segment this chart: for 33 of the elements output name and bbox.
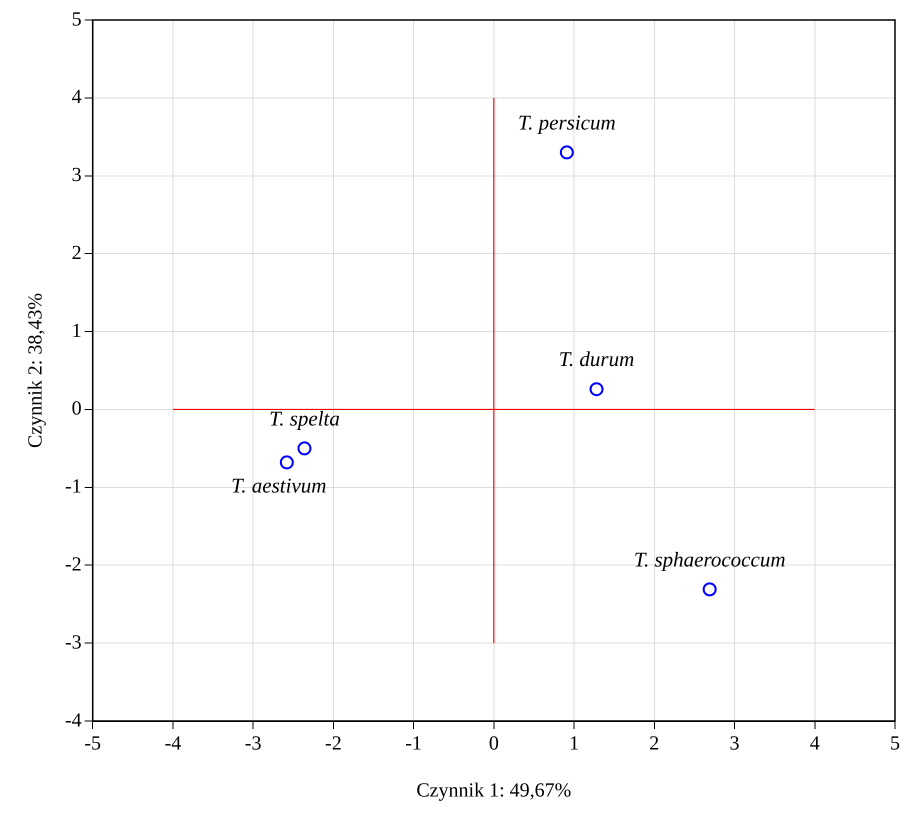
point [297,441,312,456]
y-tick-label: 0 [72,398,82,420]
point [280,455,294,470]
annotation: T. persicum [518,110,616,134]
x-tick-label: 3 [730,732,740,754]
point [560,145,574,160]
y-tick-label: 4 [72,86,82,108]
y-tick-label: 5 [72,8,82,30]
x-tick-label: 5 [890,732,900,754]
y-tick-label: -4 [64,709,82,732]
y-tick-label: -3 [64,631,82,654]
point [590,382,604,396]
x-tick-label: 1 [569,732,580,754]
y-tick-label: -1 [64,476,82,498]
annotation: T. durum [558,347,634,372]
point [702,582,717,596]
annotation: T. spelta [269,406,340,430]
x-tick-label: -2 [325,732,342,754]
x-axis-title: Czynnik 1: 49,67% [416,779,572,802]
x-tick-label: -5 [84,732,101,754]
x-tick-label: 4 [810,732,820,754]
y-tick-label: 1 [72,320,82,342]
x-tick-label: 2 [649,732,660,754]
x-tick-label: -3 [244,732,262,754]
y-tick-label: 3 [72,164,82,186]
annotation: T. aestivum [231,473,326,498]
y-axis-title: Czynnik 2: 38,43% [24,293,46,448]
x-tick-label: -1 [405,732,422,754]
y-tick-label: -2 [64,553,82,576]
x-tick-label: 0 [488,732,499,754]
x-tick-label: -4 [164,732,182,754]
annotation: T. sphaerococcum [634,547,786,572]
y-tick-label: 2 [72,242,82,264]
